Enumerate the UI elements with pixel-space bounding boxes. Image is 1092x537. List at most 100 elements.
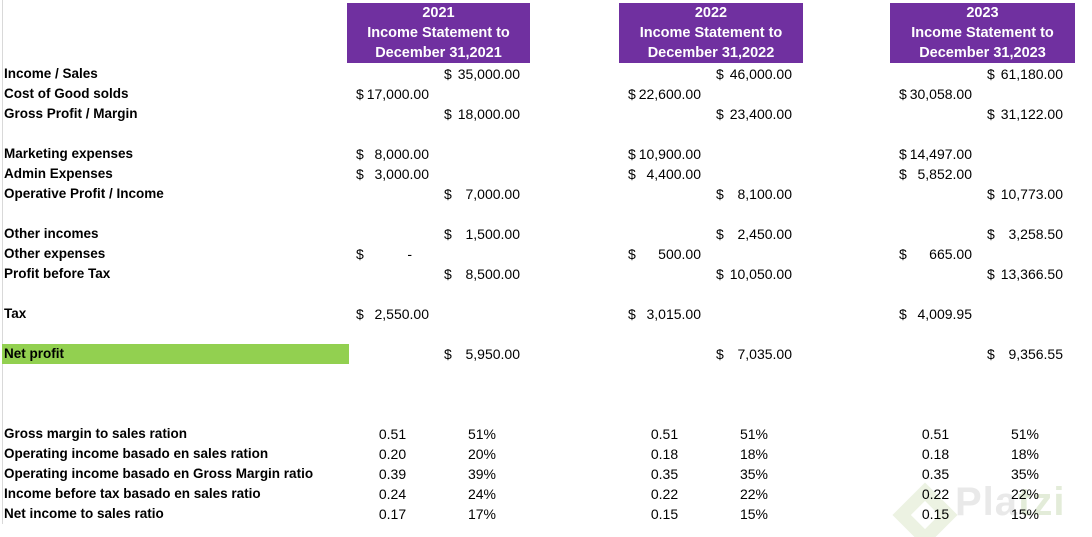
row-label: Operative Profit / Income xyxy=(4,186,164,201)
money-cell: $46,000.00 xyxy=(716,64,792,84)
currency-symbol: $ xyxy=(628,86,636,102)
ratio-percent-value: 35% xyxy=(739,466,769,482)
ratio-decimal-value: 0.15 xyxy=(650,506,679,522)
table-row: Income before tax basado en sales ratio 0… xyxy=(0,484,1092,504)
year-block-2021: 0.17 17% xyxy=(347,504,532,524)
year-block-2023: $5,852.00 xyxy=(890,164,1075,184)
year-block-2021: $2,550.00 xyxy=(347,304,532,324)
row-label: Other expenses xyxy=(4,246,106,261)
currency-symbol: $ xyxy=(444,266,452,282)
money-cell: $3,258.50 xyxy=(987,224,1063,244)
amount-value: 2,450.00 xyxy=(737,226,793,242)
amount-value: 3,258.50 xyxy=(1008,226,1064,242)
year-block-2023: $3,258.50 xyxy=(890,224,1075,244)
ratio-decimal-value: 0.22 xyxy=(650,486,679,502)
ratio-decimal-value: 0.51 xyxy=(650,426,679,442)
ratio-decimal-value: 0.24 xyxy=(378,486,407,502)
watermark-text-gray: Pla xyxy=(955,480,1019,524)
year-block-2022: $500.00 xyxy=(619,244,804,264)
table-row: Gross Profit / Margin $18,000.00 $23,400.0… xyxy=(0,104,1092,124)
spacer-row xyxy=(0,284,1092,304)
money-cell: $18,000.00 xyxy=(444,104,520,124)
currency-symbol: $ xyxy=(987,186,995,202)
year-block-2022: 0.51 51% xyxy=(619,424,804,444)
header-line2: Income Statement to xyxy=(911,25,1054,41)
money-cell: $2,450.00 xyxy=(716,224,792,244)
amount-value: 10,050.00 xyxy=(729,266,792,282)
year-block-2022: 0.35 35% xyxy=(619,464,804,484)
amount-value: 23,400.00 xyxy=(729,106,792,122)
currency-symbol: $ xyxy=(356,306,364,322)
ratio-decimal-value: 0.51 xyxy=(378,426,407,442)
year-block-2022: $2,450.00 xyxy=(619,224,804,244)
money-cell: $9,356.55 xyxy=(987,344,1063,364)
table-row: Operating income basado en sales ration 0… xyxy=(0,444,1092,464)
currency-symbol: $ xyxy=(899,86,907,102)
year-block-2021: $3,000.00 xyxy=(347,164,532,184)
currency-symbol: $ xyxy=(987,226,995,242)
header-line2: Income Statement to xyxy=(367,25,510,41)
year-block-2023: 0.51 51% xyxy=(890,424,1075,444)
amount-value: 7,035.00 xyxy=(737,346,793,362)
year-block-2021: $5,950.00 xyxy=(347,344,532,364)
ratio-decimal-value: 0.18 xyxy=(921,446,950,462)
ratio-percent-value: 24% xyxy=(467,486,497,502)
currency-symbol: $ xyxy=(899,146,907,162)
ratio-percent-value: 51% xyxy=(1010,426,1040,442)
year-block-2022: $7,035.00 xyxy=(619,344,804,364)
column-header-2023: 2023 Income Statement to December 31,202… xyxy=(890,3,1075,63)
money-cell: $10,050.00 xyxy=(716,264,792,284)
money-cell: $3,000.00 xyxy=(356,164,429,184)
spacer-row xyxy=(0,404,1092,424)
money-cell: $8,000.00 xyxy=(356,144,429,164)
currency-symbol: $ xyxy=(899,166,907,182)
table-row: Marketing expenses $8,000.00 $10,900.00 $14… xyxy=(0,144,1092,164)
money-cell: $31,122.00 xyxy=(987,104,1063,124)
year-block-2023: $14,497.00 xyxy=(890,144,1075,164)
currency-symbol: $ xyxy=(444,226,452,242)
year-block-2022: $22,600.00 xyxy=(619,84,804,104)
year-block-2022: 0.22 22% xyxy=(619,484,804,504)
ratio-decimal-value: 0.18 xyxy=(650,446,679,462)
amount-value: 8,000.00 xyxy=(374,146,430,162)
currency-symbol: $ xyxy=(899,246,907,262)
spacer-row xyxy=(0,384,1092,404)
ratio-decimal-value: 0.35 xyxy=(650,466,679,482)
money-cell: $500.00 xyxy=(628,244,701,264)
currency-symbol: $ xyxy=(716,266,724,282)
money-cell: $61,180.00 xyxy=(987,64,1063,84)
year-block-2022: 0.15 15% xyxy=(619,504,804,524)
money-cell: $17,000.00 xyxy=(356,84,429,104)
currency-symbol: $ xyxy=(444,66,452,82)
row-label: Net profit xyxy=(4,346,64,361)
currency-symbol: $ xyxy=(444,186,452,202)
currency-symbol: $ xyxy=(899,306,907,322)
year-block-2023: $4,009.95 xyxy=(890,304,1075,324)
ratio-percent-value: 51% xyxy=(739,426,769,442)
currency-symbol: $ xyxy=(716,346,724,362)
header-line3: December 31,2021 xyxy=(375,45,502,61)
amount-value: 46,000.00 xyxy=(729,66,792,82)
amount-value: 665.00 xyxy=(929,246,972,262)
table-row: Other incomes $1,500.00 $2,450.00 $3,258.50 xyxy=(0,224,1092,244)
table-row: Tax $2,550.00 $3,015.00 $4,009.95 xyxy=(0,304,1092,324)
money-cell: $8,100.00 xyxy=(716,184,792,204)
spacer-row xyxy=(0,124,1092,144)
row-label: Admin Expenses xyxy=(4,166,113,181)
currency-symbol: $ xyxy=(716,66,724,82)
header-year: 2023 xyxy=(966,5,999,21)
row-label: Profit before Tax xyxy=(4,266,111,281)
amount-value: 3,000.00 xyxy=(374,166,430,182)
table-row: Net income to sales ratio 0.17 17% 0.15 15% 0… xyxy=(0,504,1092,524)
row-label: Gross margin to sales ration xyxy=(4,426,188,441)
spacer-row xyxy=(0,204,1092,224)
year-block-2023: 0.18 18% xyxy=(890,444,1075,464)
amount-value: 8,100.00 xyxy=(737,186,793,202)
money-cell: $10,900.00 xyxy=(628,144,701,164)
year-block-2023: 0.15 15% xyxy=(890,504,1075,524)
year-block-2022: $46,000.00 xyxy=(619,64,804,84)
ratio-percent-value: 22% xyxy=(739,486,769,502)
year-block-2022: $10,900.00 xyxy=(619,144,804,164)
ratio-decimal-value: 0.39 xyxy=(378,466,407,482)
